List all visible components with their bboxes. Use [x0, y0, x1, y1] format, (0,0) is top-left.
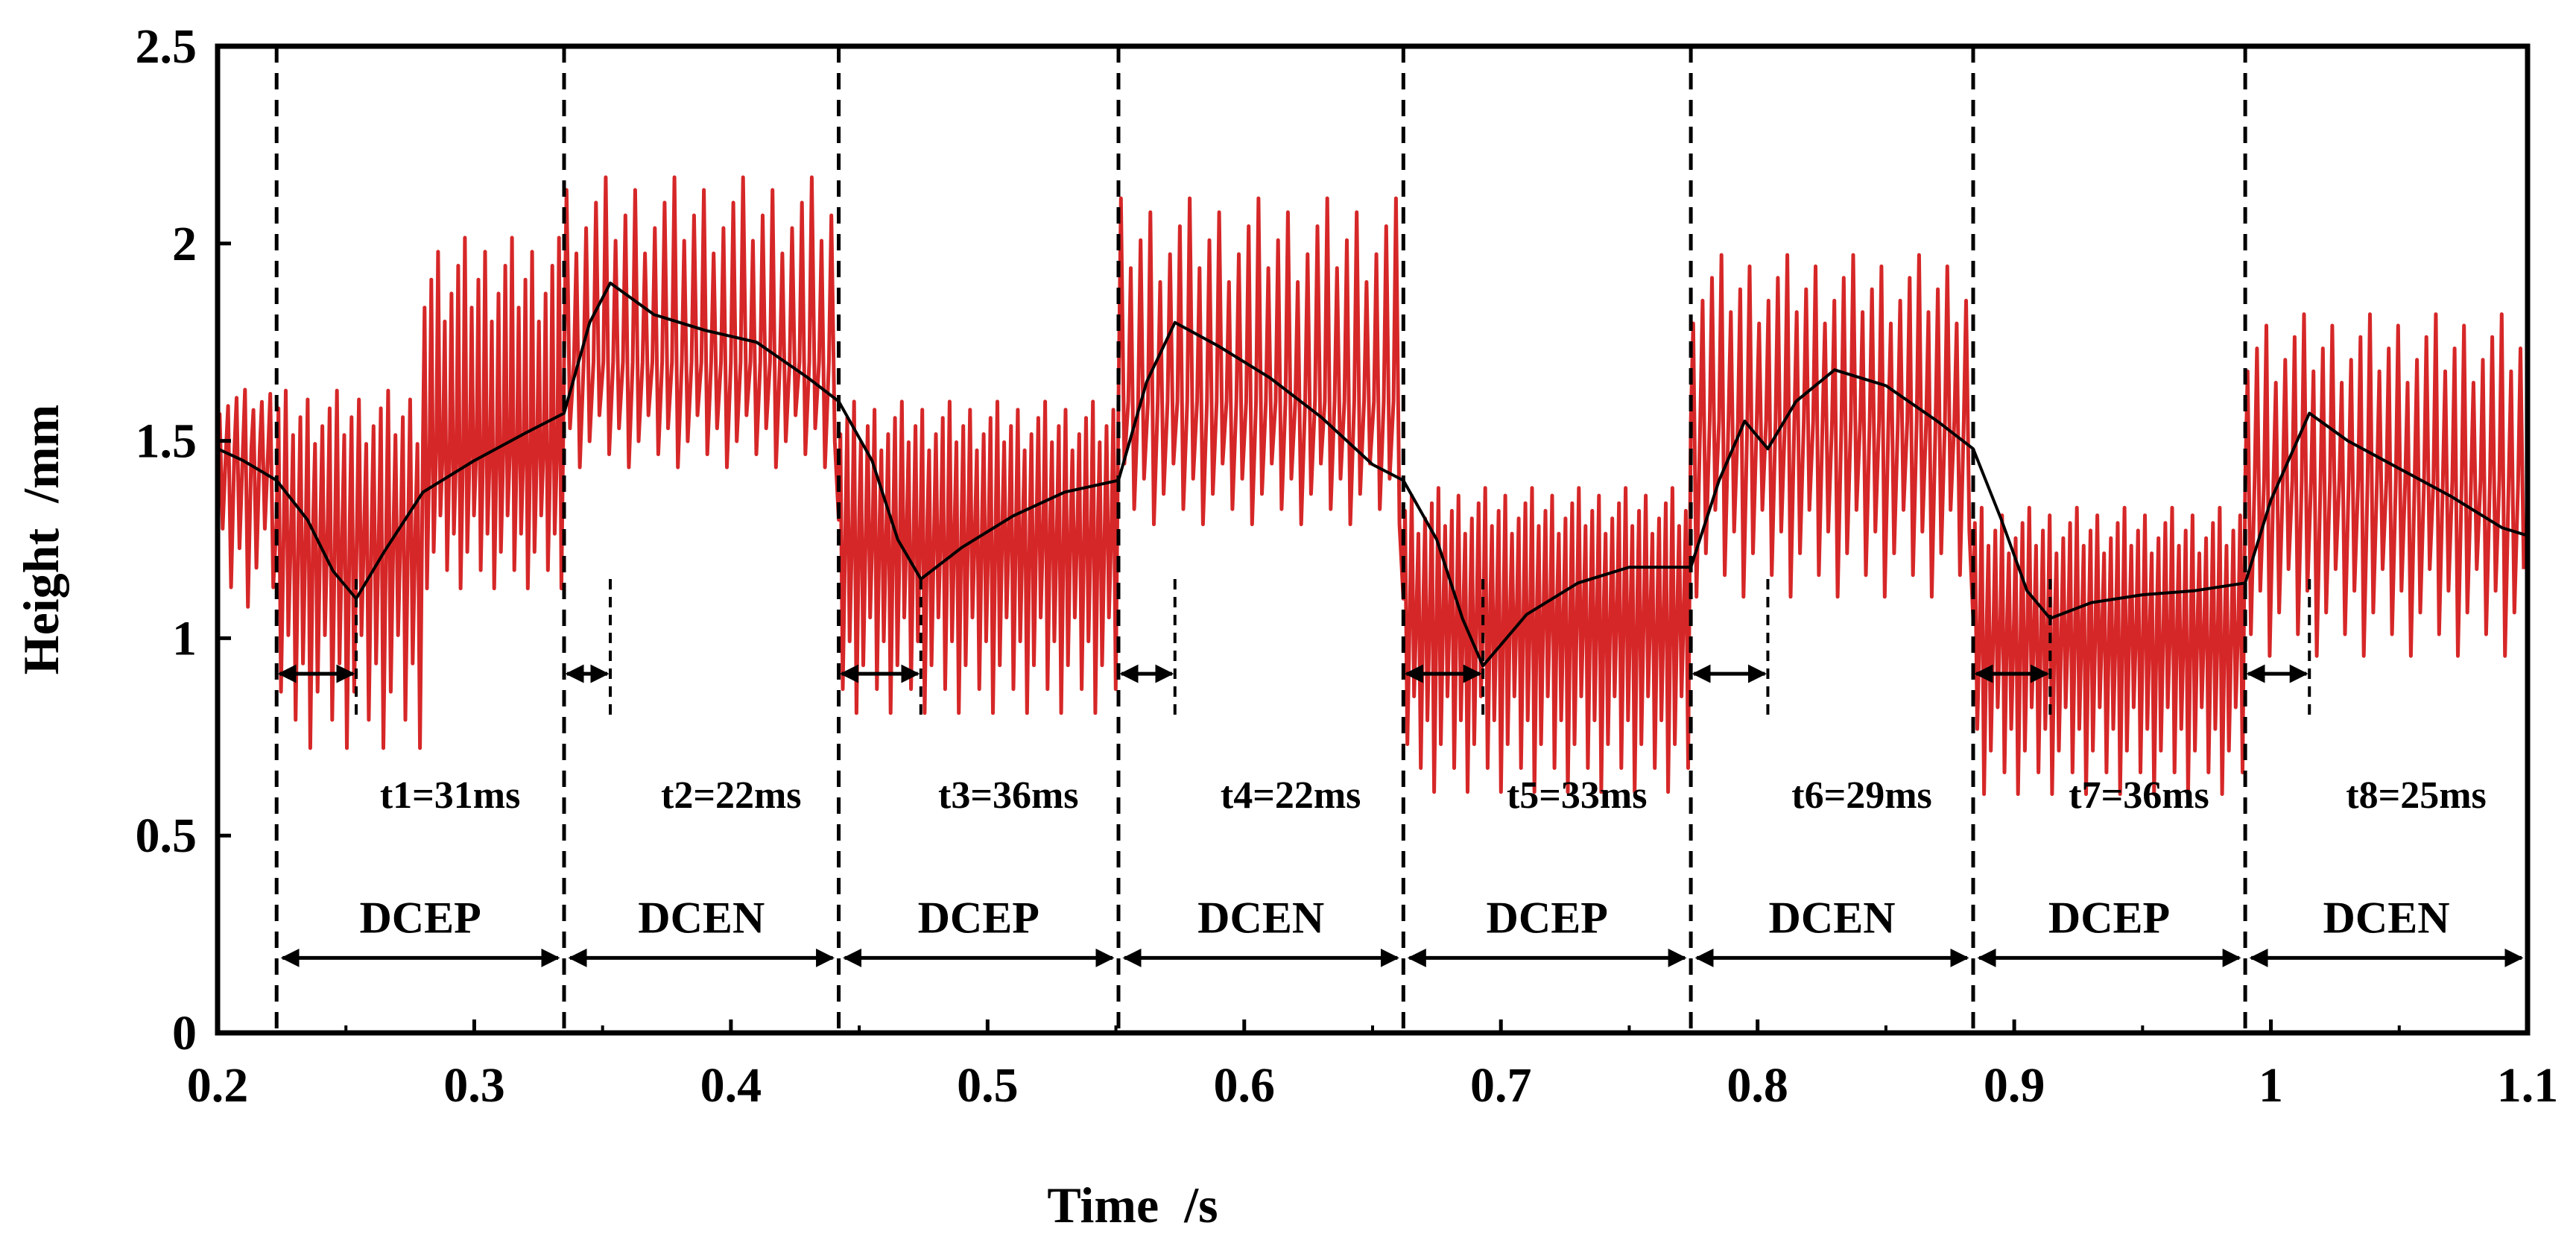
- mode-label: DCEN: [1769, 893, 1896, 942]
- smoothed-series: [218, 281, 2528, 668]
- mode-label: DCEP: [1487, 893, 1608, 942]
- duration-label: t1=31ms: [380, 774, 521, 817]
- duration-label: t6=29ms: [1791, 774, 1932, 817]
- y-tick-label: 2.5: [136, 19, 197, 74]
- annotations: DCEP DCEN DCEP DCEN DCEP DCEN DCEP DCEN t1=31ms t…: [277, 664, 2524, 967]
- x-tick-label: 1: [2259, 1058, 2283, 1113]
- mode-label: DCEN: [2323, 893, 2450, 942]
- x-tick-label: 0.7: [1470, 1058, 1532, 1113]
- mode-label: DCEP: [2048, 893, 2170, 942]
- duration-label: t4=22ms: [1221, 774, 1361, 817]
- duration-label: t2=22ms: [661, 774, 802, 817]
- x-tick-label: 0.2: [187, 1058, 249, 1113]
- smoothed-height-line: [218, 281, 2528, 668]
- mode-label: DCEP: [918, 893, 1039, 942]
- raw-signal-line: [218, 175, 2526, 797]
- x-tick-label: 0.8: [1727, 1058, 1788, 1113]
- x-axis-title: Time /s: [1047, 1177, 1218, 1233]
- mode-label: DCEP: [359, 893, 481, 942]
- duration-label: t8=25ms: [2346, 774, 2487, 817]
- x-tick-label: 0.4: [700, 1058, 762, 1113]
- x-tick-label: 0.9: [1984, 1058, 2045, 1113]
- duration-label: t7=36ms: [2069, 774, 2209, 817]
- mode-label: DCEN: [638, 893, 765, 942]
- duration-label: t5=33ms: [1507, 774, 1648, 817]
- duration-label: t3=36ms: [938, 774, 1079, 817]
- mode-boundary-lines: [274, 46, 2311, 1033]
- x-tick-label: 0.3: [443, 1058, 505, 1113]
- y-tick-label: 0: [172, 1006, 197, 1060]
- mode-label: DCEN: [1197, 893, 1324, 942]
- x-tick-label: 0.6: [1214, 1058, 1276, 1113]
- y-tick-label: 1: [172, 611, 197, 665]
- raw-signal-series: [218, 175, 2526, 797]
- axes: 0.2 0.3 0.4 0.5 0.6 0.7 0.8 0.9 1 1.1 0 0.5 1 1.5 2 2.5: [136, 19, 2559, 1113]
- x-tick-label: 1.1: [2497, 1058, 2559, 1113]
- y-tick-label: 1.5: [136, 414, 197, 469]
- y-tick-label: 0.5: [136, 809, 197, 863]
- x-tick-label: 0.5: [957, 1058, 1019, 1113]
- y-tick-label: 2: [172, 217, 197, 271]
- y-axis-title: Height /mm: [13, 405, 69, 675]
